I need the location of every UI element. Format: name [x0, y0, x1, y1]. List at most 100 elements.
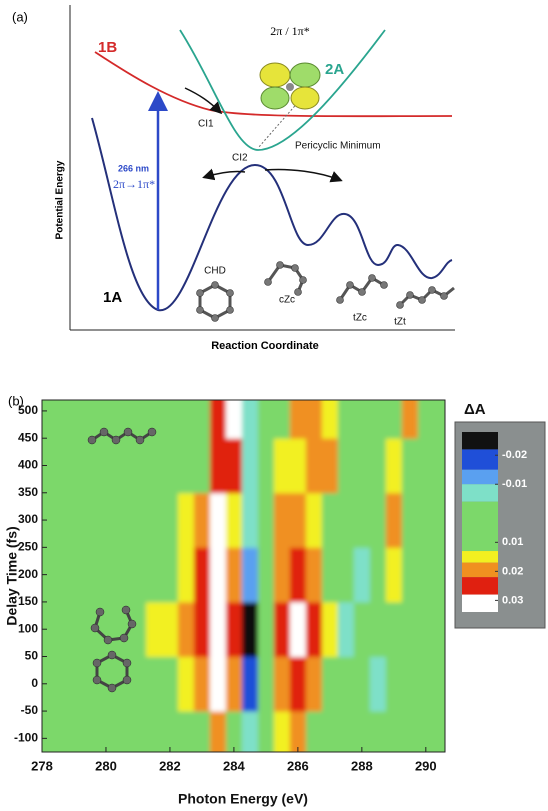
colorbar-band — [462, 469, 498, 485]
heat-cell — [209, 601, 227, 657]
heat-cell — [401, 547, 419, 603]
heat-cell — [97, 492, 115, 548]
path-arrow — [202, 168, 246, 181]
colorbar-tick-label: 0.03 — [502, 594, 523, 606]
heat-cell — [65, 656, 83, 712]
heat-cell — [433, 547, 445, 603]
heat-cell — [321, 601, 339, 657]
heat-cell — [177, 438, 195, 494]
heat-cell — [417, 438, 435, 494]
heat-cell — [97, 711, 115, 752]
state-label: 1A — [103, 289, 122, 306]
panel-label: (b) — [8, 393, 24, 408]
curve-2a — [179, 29, 386, 151]
heat-cell — [81, 711, 99, 752]
heat-cell — [161, 400, 179, 439]
ci-label: CI1 — [198, 119, 214, 130]
heat-cell — [145, 492, 163, 548]
heat-cell — [273, 656, 291, 712]
heat-cell — [241, 547, 259, 603]
heat-cell — [289, 400, 307, 439]
state-label: 1B — [98, 39, 117, 56]
heat-cell — [353, 601, 371, 657]
heat-cell — [273, 601, 291, 657]
heat-cell — [257, 656, 275, 712]
heat-cell — [49, 711, 67, 752]
heat-cell — [225, 656, 243, 712]
heat-cell — [129, 492, 147, 548]
heat-cell — [81, 438, 99, 494]
y-tick-label: 0 — [31, 676, 38, 690]
heat-cell — [113, 547, 131, 603]
heat-cell — [65, 547, 83, 603]
y-tick-label: -50 — [21, 703, 39, 717]
heat-cell — [225, 492, 243, 548]
heat-cell — [209, 492, 227, 548]
x-tick-label: 290 — [415, 758, 437, 773]
heat-cell — [209, 656, 227, 712]
excitation-label: 266 nm — [118, 163, 149, 173]
heat-cell — [401, 656, 419, 712]
heat-cell — [225, 438, 243, 494]
heat-cell — [289, 656, 307, 712]
colorbar-band — [462, 551, 498, 563]
heat-cell — [417, 711, 435, 752]
heat-cell — [289, 547, 307, 603]
heat-cell — [209, 438, 227, 494]
heat-cell — [385, 711, 403, 752]
diagram-a: (a) 1B 2A 1A 2π / 1π* CI1 CI2 Pericyclic… — [12, 5, 455, 352]
heat-cell — [193, 656, 211, 712]
heat-cell — [369, 492, 387, 548]
molecule-icons — [196, 261, 455, 322]
path-arrow — [184, 87, 223, 115]
heat-cell — [305, 492, 323, 548]
heat-cell — [369, 400, 387, 439]
heat-cell — [353, 547, 371, 603]
heat-cell — [257, 547, 275, 603]
heat-cell — [337, 601, 355, 657]
heat-cell — [305, 400, 323, 439]
heat-cell — [401, 601, 419, 657]
colorbar-band — [462, 577, 498, 595]
heat-cell — [225, 711, 243, 752]
heat-cell — [257, 400, 275, 439]
heat-cell — [65, 400, 83, 439]
heat-cell — [81, 492, 99, 548]
y-tick-label: 200 — [18, 567, 38, 581]
heat-cell — [97, 547, 115, 603]
molecule-label: CHD — [204, 266, 226, 277]
heat-cell — [129, 400, 147, 439]
heat-cell — [369, 601, 387, 657]
heat-cell — [209, 711, 227, 752]
heat-cell — [305, 601, 323, 657]
heat-cell — [433, 400, 445, 439]
heat-cell — [433, 438, 445, 494]
heat-cell — [337, 492, 355, 548]
heat-cell — [145, 656, 163, 712]
heat-cell — [385, 492, 403, 548]
y-tick-label: 50 — [25, 649, 39, 663]
heat-cell — [113, 438, 131, 494]
heat-cell — [177, 711, 195, 752]
heat-cell — [177, 601, 195, 657]
heat-cell — [337, 438, 355, 494]
heat-cell — [177, 400, 195, 439]
heat-cell — [417, 601, 435, 657]
colorbar-band — [462, 594, 498, 612]
excitation-label: 2π→1π* — [113, 177, 155, 191]
y-tick-label: 150 — [18, 594, 38, 608]
heat-cell — [113, 711, 131, 752]
heat-cell — [337, 711, 355, 752]
heat-cell — [353, 711, 371, 752]
heat-cell — [49, 400, 67, 439]
heat-cell — [257, 492, 275, 548]
heat-cell — [241, 438, 259, 494]
heat-cell — [225, 547, 243, 603]
heat-cell — [305, 438, 323, 494]
heat-cell — [433, 492, 445, 548]
x-tick-label: 278 — [31, 758, 53, 773]
heat-cell — [417, 400, 435, 439]
heat-cell — [49, 656, 67, 712]
colorbar-tick-label: -0.02 — [502, 449, 527, 461]
